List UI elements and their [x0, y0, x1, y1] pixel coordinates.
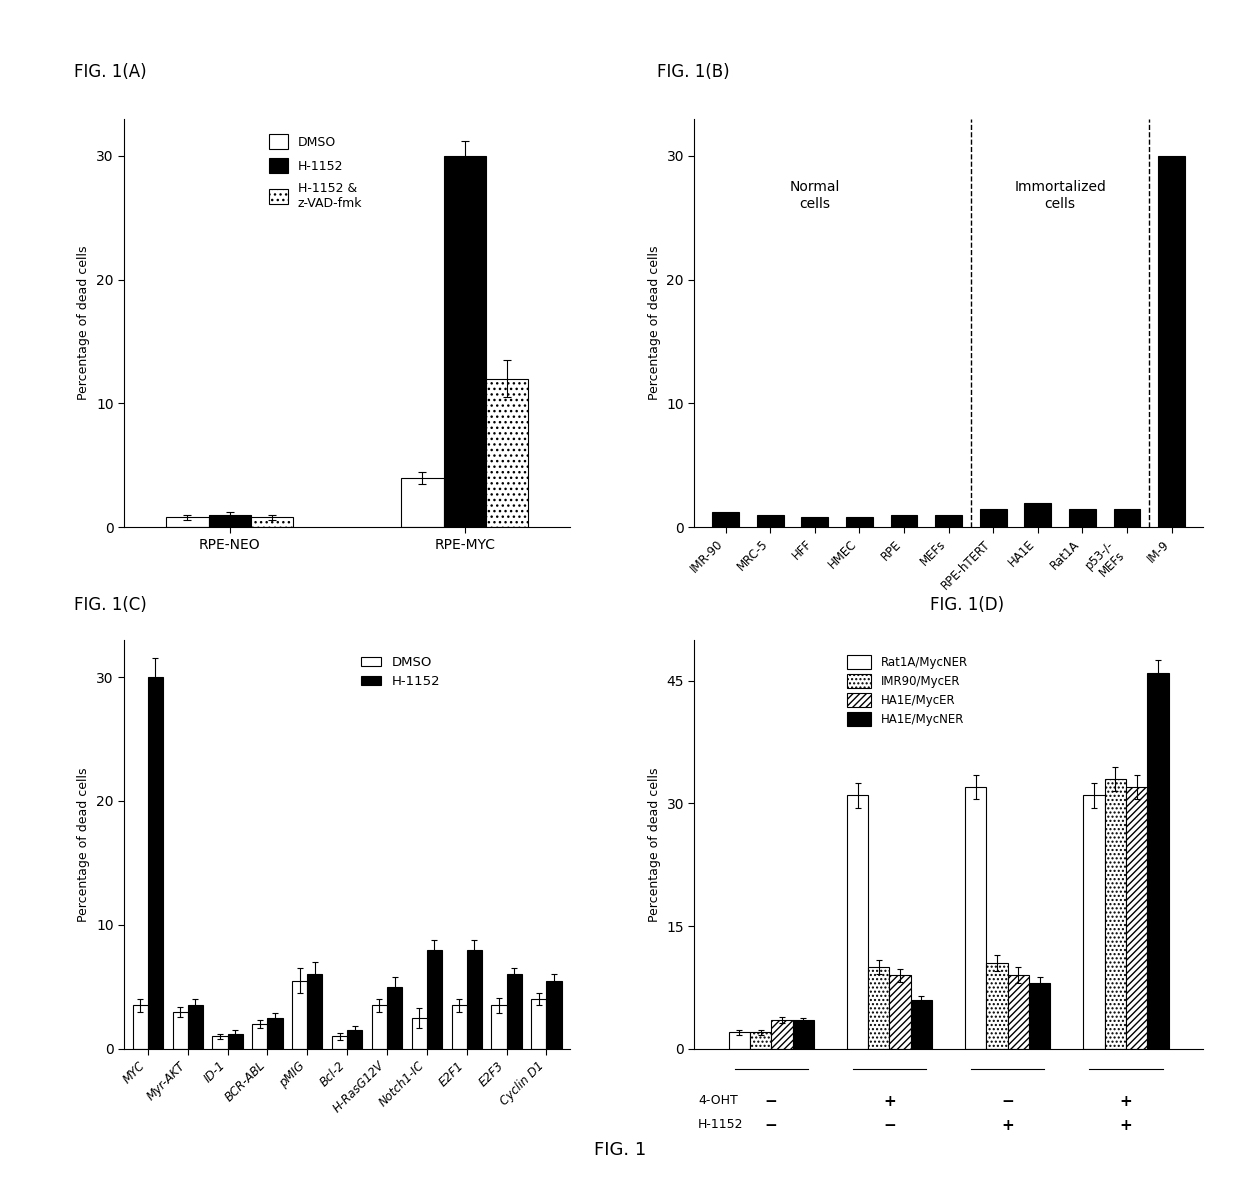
Bar [771, 1020, 792, 1049]
Bar [987, 963, 1008, 1049]
Bar [208, 515, 250, 527]
Bar [868, 967, 889, 1049]
Text: −: − [1002, 1094, 1014, 1109]
Bar [847, 795, 868, 1049]
Text: −: − [883, 1119, 895, 1133]
Bar [1114, 508, 1141, 527]
Bar [212, 1037, 228, 1049]
Bar [1008, 975, 1029, 1049]
Text: 4-OHT: 4-OHT [698, 1094, 738, 1107]
Bar [1147, 673, 1168, 1049]
Bar [1029, 984, 1050, 1049]
Bar [801, 518, 828, 527]
Bar [712, 512, 739, 527]
Legend: Rat1A/MycNER, IMR90/MycER, HA1E/MycER, HA1E/MycNER: Rat1A/MycNER, IMR90/MycER, HA1E/MycER, H… [843, 649, 972, 731]
Bar [268, 1018, 283, 1049]
Text: FIG. 1(C): FIG. 1(C) [74, 596, 148, 614]
Bar [890, 515, 918, 527]
Bar [889, 975, 910, 1049]
Bar [1105, 779, 1126, 1049]
Bar [228, 1033, 243, 1049]
Text: Immortalized
cells: Immortalized cells [1014, 180, 1106, 211]
Y-axis label: Percentage of dead cells: Percentage of dead cells [647, 245, 661, 401]
Bar [1158, 155, 1185, 527]
Y-axis label: Percentage of dead cells: Percentage of dead cells [77, 767, 91, 922]
Bar [444, 155, 486, 527]
Legend: DMSO, H-1152, H-1152 &
z-VAD-fmk: DMSO, H-1152, H-1152 & z-VAD-fmk [264, 129, 367, 214]
Bar [935, 515, 962, 527]
Bar [332, 1037, 347, 1049]
Text: +: + [1120, 1119, 1132, 1133]
Bar [250, 518, 293, 527]
Bar [756, 515, 784, 527]
Bar [910, 1000, 932, 1049]
Bar [532, 999, 547, 1049]
Bar [172, 1012, 187, 1049]
Text: FIG. 1: FIG. 1 [594, 1141, 646, 1159]
Bar [293, 981, 308, 1049]
Bar [133, 1005, 148, 1049]
Bar [792, 1020, 813, 1049]
Text: +: + [1002, 1119, 1014, 1133]
Bar [451, 1005, 466, 1049]
Bar [846, 518, 873, 527]
Text: Normal
cells: Normal cells [790, 180, 839, 211]
Bar [387, 987, 402, 1049]
Bar [427, 949, 441, 1049]
Text: FIG. 1(B): FIG. 1(B) [657, 63, 730, 81]
Bar [148, 677, 164, 1049]
Bar [347, 1030, 362, 1049]
Text: +: + [883, 1094, 895, 1109]
Bar [402, 478, 444, 527]
Y-axis label: Percentage of dead cells: Percentage of dead cells [647, 767, 661, 922]
Bar [1126, 787, 1147, 1049]
Bar [166, 518, 208, 527]
Text: −: − [765, 1119, 777, 1133]
Text: −: − [765, 1094, 777, 1109]
Bar [412, 1018, 427, 1049]
Bar [980, 508, 1007, 527]
Bar [486, 379, 528, 527]
Bar [507, 974, 522, 1049]
Bar [253, 1024, 268, 1049]
Bar [547, 981, 562, 1049]
Text: FIG. 1(D): FIG. 1(D) [930, 596, 1004, 614]
Bar [466, 949, 482, 1049]
Text: +: + [1120, 1094, 1132, 1109]
Bar [1069, 508, 1096, 527]
Bar [1084, 795, 1105, 1049]
Text: FIG. 1(A): FIG. 1(A) [74, 63, 148, 81]
Text: H-1152: H-1152 [698, 1119, 744, 1132]
Bar [187, 1005, 203, 1049]
Legend: DMSO, H-1152: DMSO, H-1152 [356, 651, 445, 693]
Bar [308, 974, 322, 1049]
Bar [750, 1032, 771, 1049]
Bar [1024, 502, 1052, 527]
Y-axis label: Percentage of dead cells: Percentage of dead cells [77, 245, 91, 401]
Bar [729, 1032, 750, 1049]
Bar [965, 787, 987, 1049]
Bar [491, 1005, 507, 1049]
Bar [372, 1005, 387, 1049]
